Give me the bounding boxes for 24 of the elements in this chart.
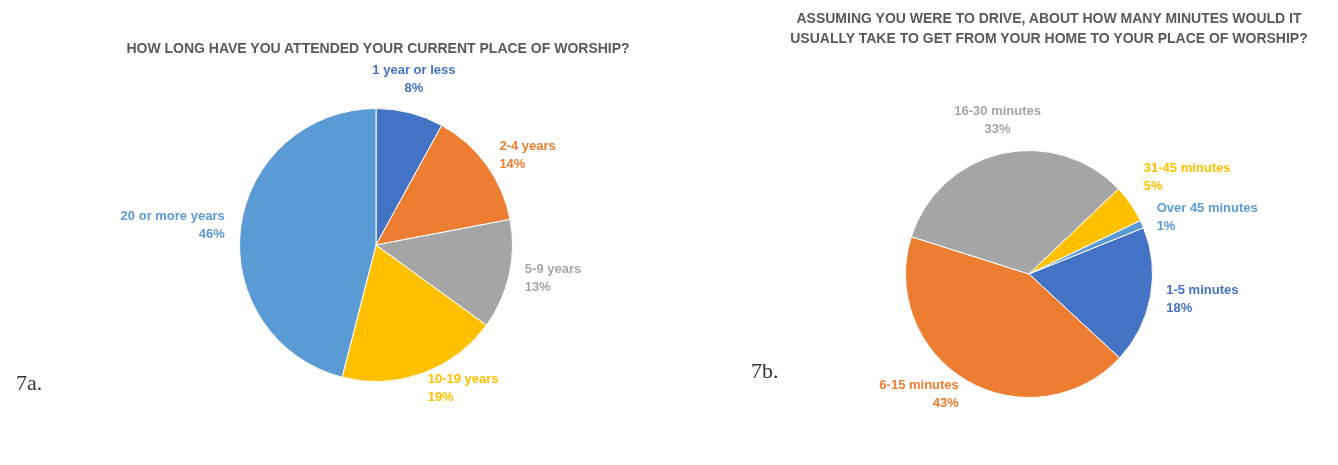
slice-label: 20 or more years	[120, 208, 225, 224]
slice-label: 6-15 minutes	[879, 377, 959, 393]
slice-label: 31-45 minutes	[1143, 160, 1231, 176]
data-label: 13%	[524, 278, 552, 294]
data-label: 33%	[984, 120, 1012, 136]
slice-label: 10-19 years	[427, 371, 499, 387]
data-label: 5%	[1143, 178, 1164, 194]
slice-label: 5-9 years	[524, 260, 582, 276]
data-label: 8%	[404, 79, 424, 95]
slice-label: 2-4 years	[499, 137, 556, 153]
slice-label: Over 45 minutes	[1156, 200, 1258, 216]
data-label: 43%	[932, 395, 960, 411]
data-label: 19%	[427, 389, 455, 405]
slice-label: 1-5 minutes	[1166, 281, 1239, 297]
slice-label: 1 year or less	[372, 61, 456, 77]
data-label: 14%	[499, 155, 526, 171]
text: 7b.	[751, 358, 779, 384]
chart-title: HOW LONG HAVE YOU ATTENDED YOUR CURRENT PLACE OF WORSHIP?	[125, 39, 631, 58]
data-label: 46%	[198, 226, 226, 242]
chart-title: ASSUMING YOU WERE TO DRIVE, ABOUT HOW MANY MINUTES WOULD IT USUALLY TAKE TO GET FROM YOUR HOME TO YOUR PLACE OF WORSHIP?	[789, 9, 1309, 48]
data-label: 1%	[1156, 218, 1176, 234]
data-label: 18%	[1166, 299, 1193, 315]
text: 7a.	[16, 370, 43, 396]
slice-label: 16-30 minutes	[954, 102, 1041, 118]
